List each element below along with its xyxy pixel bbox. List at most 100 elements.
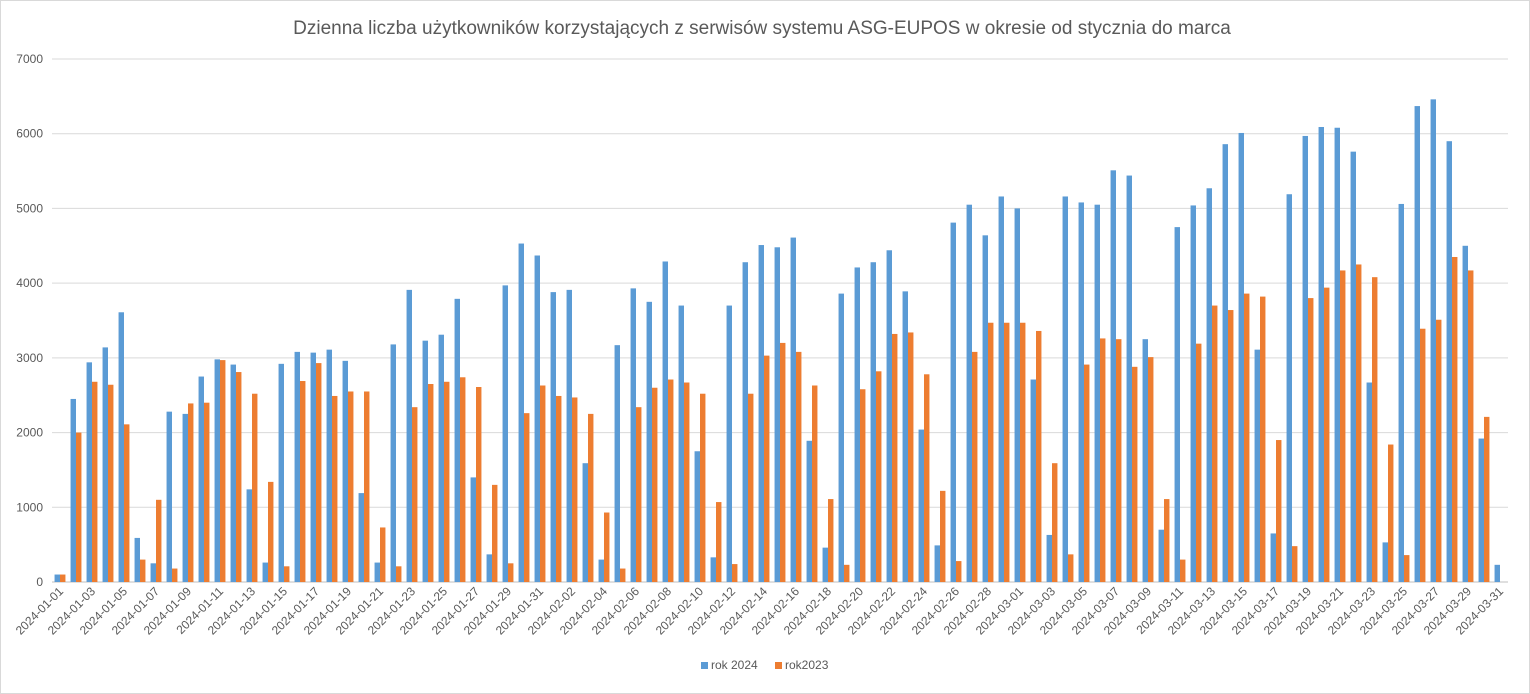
bar-rok2023 [524,413,530,582]
bar-rok2023 [988,322,994,582]
bar-rok-2024 [374,562,380,582]
bar-rok-2024 [982,235,988,582]
bar-rok2023 [380,527,386,582]
y-tick-label: 2000 [16,426,43,440]
bar-rok2023 [1164,499,1170,582]
bar-rok-2024 [806,440,812,582]
bar-rok2023 [700,393,706,582]
bar-rok2023 [1356,264,1362,582]
bar-rok-2024 [1430,99,1436,582]
bar-rok2023 [1468,270,1474,582]
bar-rok2023 [1132,366,1138,582]
bar-rok-2024 [182,413,188,582]
bar-rok2023 [476,387,482,582]
y-tick-label: 4000 [16,276,43,290]
bar-rok-2024 [198,376,204,582]
bar-rok-2024 [54,574,60,582]
bar-rok-2024 [1046,534,1052,582]
y-tick-label: 5000 [16,201,43,215]
bar-rok2023 [348,391,354,582]
bar-rok2023 [172,568,178,582]
bar-rok-2024 [1478,438,1484,582]
y-tick-label: 3000 [16,351,43,365]
bar-rok2023 [1244,293,1250,582]
bar-rok-2024 [1142,339,1148,582]
bar-rok2023 [156,499,162,582]
bar-rok2023 [332,395,338,582]
bar-rok2023 [1452,256,1458,582]
bar-rok-2024 [1094,204,1100,582]
bar-rok-2024 [438,334,444,582]
legend-swatch [775,662,782,669]
bar-rok2023 [252,393,258,582]
bar-rok-2024 [742,262,748,582]
bar-rok-2024 [230,364,236,582]
bar-rok2023 [1388,444,1394,582]
bar-rok-2024 [470,477,476,582]
legend-label: rok 2024 [711,658,758,672]
bar-rok-2024 [390,344,396,582]
bar-rok2023 [1100,338,1106,582]
bar-rok-2024 [118,312,124,582]
bar-rok-2024 [486,554,492,582]
y-axis: 0 1000 2000 3000 4000 5000 6000 7000 [16,52,43,589]
bar-rok2023 [1212,305,1218,582]
bars [54,99,1500,583]
bar-rok2023 [92,381,98,582]
bar-rok-2024 [1334,127,1340,583]
bar-rok-2024 [1494,564,1500,582]
bar-rok-2024 [518,243,524,583]
bar-rok-2024 [1462,245,1468,583]
bar-rok-2024 [1446,141,1452,582]
bar-rok-2024 [278,363,284,582]
bar-rok-2024 [1270,533,1276,582]
bar-rok-2024 [406,289,412,582]
bar-rok2023 [140,559,146,582]
bar-rok-2024 [1126,175,1132,583]
bar-rok-2024 [950,222,956,582]
bar-rok2023 [412,407,418,582]
y-tick-label: 7000 [16,52,43,66]
bar-rok-2024 [854,267,860,582]
bar-rok-2024 [214,359,220,582]
bar-rok2023 [300,381,306,582]
bar-rok2023 [604,512,610,582]
bar-rok-2024 [1302,135,1308,582]
bar-rok2023 [1372,277,1378,582]
bar-rok2023 [428,384,434,582]
bar-rok-2024 [102,347,108,582]
bar-rok-2024 [1238,132,1244,582]
bar-rok2023 [1052,463,1058,582]
bar-rok2023 [812,385,818,582]
bar-rok-2024 [614,345,620,582]
bar-rok-2024 [358,493,364,582]
chart-title: Dzienna liczba użytkowników korzystający… [293,18,1231,39]
bar-rok2023 [940,490,946,582]
bar-rok-2024 [694,451,700,582]
bar-rok-2024 [1414,106,1420,582]
bar-rok-2024 [598,559,604,582]
bar-rok2023 [796,351,802,582]
bar-rok-2024 [150,563,156,582]
bar-rok2023 [108,384,114,582]
bar-rok-2024 [822,547,828,582]
bar-rok2023 [908,332,914,582]
bar-rok2023 [76,432,82,582]
bar-rok2023 [316,363,322,582]
bar-rok-2024 [774,247,780,582]
x-axis: 2024-01-012024-01-032024-01-052024-01-07… [13,584,1507,638]
bar-rok-2024 [1014,208,1020,582]
bar-rok2023 [1404,555,1410,582]
bar-rok2023 [268,481,274,582]
bar-rok-2024 [1318,126,1324,583]
bar-rok-2024 [758,245,764,583]
bar-rok-2024 [70,398,76,582]
bar-rok-2024 [566,289,572,582]
bar-rok2023 [556,395,562,582]
bar-rok2023 [492,484,498,582]
bar-rok2023 [508,563,514,582]
bar-rok-2024 [1286,194,1292,583]
bar-rok-2024 [1158,529,1164,582]
bar-rok-2024 [534,255,540,582]
